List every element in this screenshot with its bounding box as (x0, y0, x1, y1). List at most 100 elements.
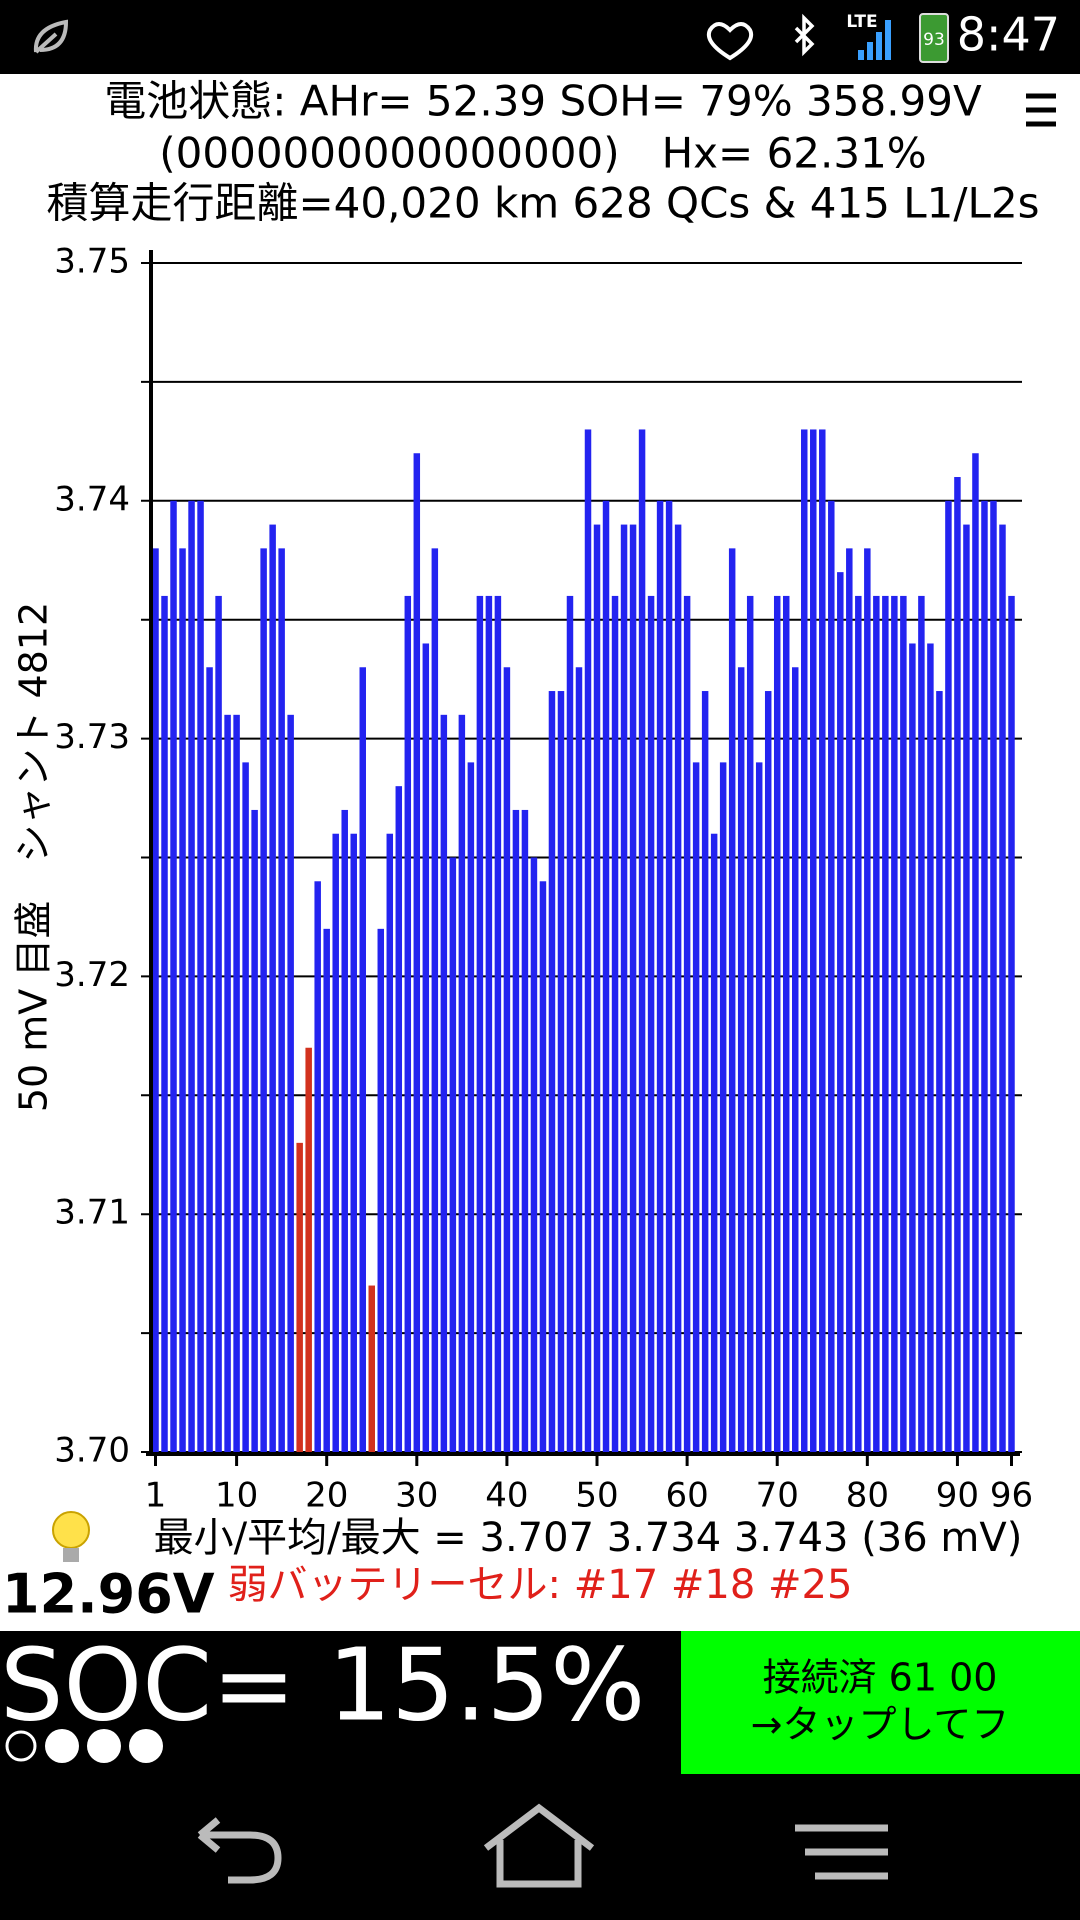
bar (179, 548, 186, 1452)
bar (846, 548, 853, 1452)
bar (656, 500, 664, 1452)
bar (278, 548, 285, 1452)
x-tick-label: 70 (756, 1476, 799, 1516)
bar (566, 595, 574, 1452)
header-line: (0000000000000000) Hx= 62.31% (159, 129, 926, 178)
x-tick-label: 90 (936, 1476, 979, 1516)
bar (188, 500, 195, 1452)
bar (1008, 595, 1015, 1452)
bar (837, 572, 844, 1452)
bar (251, 809, 258, 1452)
bar (512, 809, 520, 1452)
nav-home[interactable] (483, 1803, 595, 1888)
bar (620, 524, 628, 1452)
menu-button[interactable] (1026, 93, 1056, 127)
y-tick-label: 3.75 (54, 242, 130, 282)
bar (386, 833, 394, 1452)
nav-menu[interactable] (795, 1824, 888, 1880)
bar (224, 714, 231, 1452)
x-tick-label: 30 (395, 1476, 438, 1516)
bar (918, 595, 925, 1452)
bar (755, 762, 763, 1452)
bar (440, 714, 448, 1452)
bar (891, 595, 898, 1452)
network-label: LTE (846, 12, 877, 32)
y-tick-label: 3.72 (54, 955, 130, 995)
bar (719, 762, 727, 1452)
bar (990, 500, 997, 1452)
y-axis-label: 50 mV 目盛 シャント 4812 (12, 602, 56, 1112)
button-text[interactable]: 接続済 61 00 (763, 1656, 998, 1700)
bulb-icon (52, 1511, 90, 1562)
bar (981, 500, 988, 1452)
bar (575, 667, 583, 1452)
bar (927, 643, 934, 1452)
x-tick-label: 96 (990, 1476, 1033, 1516)
status-bar (0, 0, 1080, 74)
y-tick-label: 3.71 (54, 1193, 130, 1233)
bar (467, 762, 475, 1452)
bar (855, 595, 862, 1452)
bar (233, 714, 240, 1452)
soc-dots (5, 1729, 163, 1763)
bar (341, 809, 348, 1452)
bar (629, 524, 637, 1452)
x-tick-label: 1 (145, 1476, 167, 1516)
button-text[interactable]: →タップしてフ (751, 1703, 1010, 1747)
bar (737, 667, 745, 1452)
bar (864, 548, 871, 1452)
bar (368, 1285, 375, 1452)
soc: SOC= 15.5% (0, 1626, 645, 1743)
bar (828, 500, 835, 1452)
bar (350, 833, 357, 1452)
bar (287, 714, 294, 1452)
battery-level: 93 (923, 30, 945, 50)
bar (593, 524, 601, 1452)
bar (485, 595, 493, 1452)
nav-back[interactable] (197, 1817, 282, 1884)
bar (422, 643, 430, 1452)
bar (692, 762, 700, 1452)
bar (801, 429, 808, 1453)
bar (945, 500, 952, 1452)
bar (170, 500, 177, 1452)
bar (260, 548, 267, 1452)
bar (963, 524, 970, 1452)
bar (674, 524, 682, 1452)
bar (683, 595, 691, 1452)
bar (359, 667, 366, 1452)
bar (431, 548, 439, 1452)
clock: 8:47 (957, 8, 1060, 62)
bar (206, 667, 213, 1452)
connect-button[interactable]: 接続済 61 00 →タップしてフ (681, 1631, 1080, 1774)
bar (792, 667, 799, 1452)
bar (611, 595, 619, 1452)
bar (782, 595, 790, 1452)
x-tick-label: 80 (846, 1476, 889, 1516)
bar (539, 881, 547, 1452)
bar (548, 691, 556, 1452)
bar (710, 833, 718, 1452)
bar (773, 595, 781, 1452)
x-tick-label: 20 (305, 1476, 348, 1516)
bar (494, 595, 502, 1452)
bar (638, 429, 646, 1453)
y-tick-label: 3.74 (54, 479, 130, 519)
stats-summary: 最小/平均/最大 = 3.707 3.734 3.743 (36 mV) (154, 1515, 1023, 1561)
signal-icon (858, 20, 891, 60)
battery-icon (919, 13, 949, 63)
bar (746, 595, 754, 1452)
bar (314, 881, 321, 1452)
header-line: 電池状態: AHr= 52.39 SOH= 79% 358.99V (104, 77, 982, 126)
bar (999, 524, 1006, 1452)
x-tick-label: 10 (215, 1476, 258, 1516)
bluetooth-icon (794, 13, 815, 57)
bar (305, 1047, 312, 1452)
bar (242, 762, 249, 1452)
bar (972, 453, 979, 1452)
bar (665, 500, 673, 1452)
bar (152, 548, 159, 1452)
bar (503, 667, 511, 1452)
